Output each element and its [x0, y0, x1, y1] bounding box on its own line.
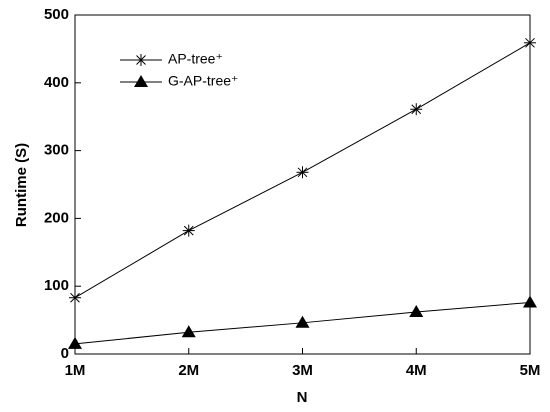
y-tick-label: 0	[61, 345, 69, 362]
x-axis-label: N	[297, 389, 308, 406]
x-tick-label: 5M	[520, 362, 541, 379]
x-tick-label: 4M	[406, 362, 427, 379]
marker-stroke	[525, 37, 535, 48]
marker-shape	[295, 315, 310, 328]
x-tick-label: 1M	[65, 362, 86, 379]
marker-stroke	[183, 225, 194, 236]
x-tick-label: 3M	[292, 362, 313, 379]
legend-marker	[135, 54, 147, 66]
legend-label: G-AP-tree⁺	[168, 73, 238, 89]
marker-shape	[134, 75, 148, 87]
legend-marker	[134, 75, 148, 87]
marker-shape	[181, 325, 196, 338]
y-tick-label: 500	[44, 6, 69, 23]
x-tick-label: 2M	[178, 362, 199, 379]
y-axis-label: Runtime (S)	[13, 143, 30, 227]
data-point	[410, 103, 423, 116]
data-point	[182, 224, 195, 237]
marker-stroke	[411, 104, 422, 115]
marker-stroke	[70, 292, 80, 303]
data-point	[295, 315, 310, 328]
y-tick-label: 200	[44, 209, 69, 226]
y-tick-label: 100	[44, 277, 69, 294]
data-point	[68, 336, 82, 349]
marker-shape	[409, 304, 424, 317]
legend-label: AP-tree⁺	[168, 51, 223, 67]
data-point	[69, 291, 81, 304]
data-point	[524, 36, 536, 49]
y-tick-label: 400	[44, 74, 69, 91]
marker-shape	[68, 336, 82, 349]
marker-stroke	[136, 55, 146, 65]
data-point	[296, 166, 309, 179]
marker-stroke	[297, 167, 308, 178]
y-tick-label: 300	[44, 142, 69, 159]
plot-frame	[74, 14, 531, 355]
data-point	[523, 295, 537, 308]
data-point	[181, 325, 196, 338]
data-point	[409, 304, 424, 317]
marker-shape	[523, 295, 537, 308]
